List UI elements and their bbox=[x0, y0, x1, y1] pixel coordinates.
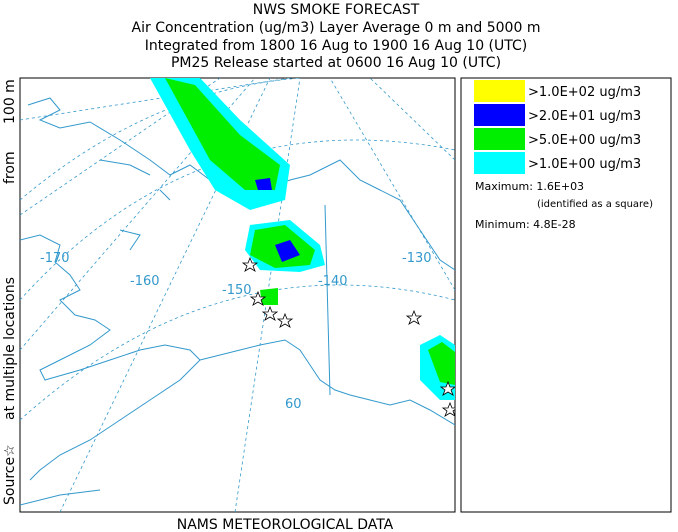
legend-swatch bbox=[474, 104, 525, 126]
graticule bbox=[20, 78, 455, 512]
map-label: -140 bbox=[318, 274, 348, 289]
side-text: at multiple locations bbox=[2, 277, 18, 420]
map-label: -150 bbox=[222, 283, 252, 298]
map-label: -130 bbox=[402, 251, 432, 266]
side-text: 100 m bbox=[2, 79, 18, 124]
minimum: Minimum: 4.8E-28 bbox=[475, 218, 576, 231]
subtitle: Integrated from 1800 16 Aug to 1900 16 A… bbox=[145, 38, 528, 54]
map-label: -160 bbox=[130, 274, 160, 289]
legend-frame bbox=[460, 77, 672, 513]
map: -170 -160 -150 -140 -130 60 bbox=[19, 77, 456, 513]
legend-swatch bbox=[474, 152, 525, 174]
legend-label: >5.0E+00 ug/m3 bbox=[528, 133, 641, 148]
sources bbox=[241, 256, 455, 417]
footer: NAMS METEOROLOGICAL DATA bbox=[177, 517, 394, 532]
side-label: Source☆ at multiple locations from 100 m bbox=[2, 79, 18, 505]
legend-label: >1.0E+00 ug/m3 bbox=[528, 157, 641, 172]
side-text: from bbox=[2, 151, 18, 184]
maximum-note: (identified as a square) bbox=[537, 199, 653, 210]
subtitle: PM25 Release started at 0600 16 Aug 10 (… bbox=[171, 55, 501, 71]
maximum: Maximum: 1.6E+03 bbox=[475, 180, 584, 193]
legend-label: >1.0E+02 ug/m3 bbox=[528, 85, 641, 100]
side-text: Source☆ bbox=[2, 444, 18, 505]
map-label: -170 bbox=[40, 251, 70, 266]
legend-label: >2.0E+01 ug/m3 bbox=[528, 109, 641, 124]
subtitle: Air Concentration (ug/m3) Layer Average … bbox=[132, 20, 541, 36]
smoke bbox=[150, 78, 455, 400]
legend-swatch bbox=[474, 128, 525, 150]
legend: Maximum: 1.6E+03 (identified as a square… bbox=[460, 77, 672, 513]
map-label: 60 bbox=[285, 397, 302, 412]
legend-swatch bbox=[474, 80, 525, 102]
title: NWS SMOKE FORECAST bbox=[253, 2, 420, 18]
